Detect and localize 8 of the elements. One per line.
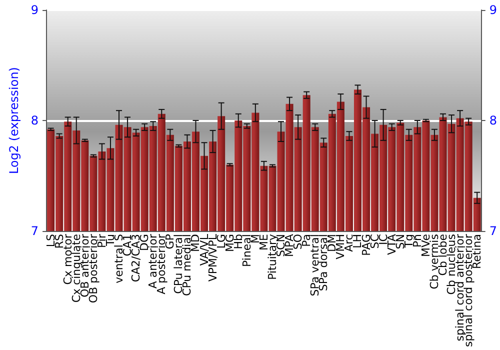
- y2-tick-label: 8: [489, 114, 498, 128]
- y-axis-title: Log2 (expression): [7, 67, 21, 174]
- y-tick-label: 9: [30, 3, 39, 17]
- y-tick-label: 7: [30, 224, 39, 238]
- x-tick-label: Retina: [470, 234, 484, 270]
- y-tick-label: 8: [30, 114, 39, 128]
- y2-tick-label: 9: [489, 3, 498, 17]
- y2-tick-label: 7: [489, 224, 498, 238]
